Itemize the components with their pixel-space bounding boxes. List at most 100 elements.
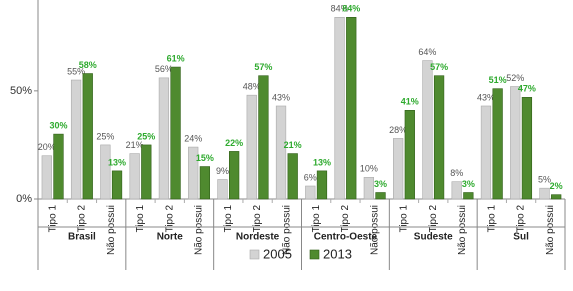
group-label: Centro-Oeste bbox=[314, 232, 378, 243]
bar bbox=[346, 17, 357, 200]
value-label: 55% bbox=[67, 66, 85, 76]
value-label: 25% bbox=[96, 131, 114, 141]
bar bbox=[53, 133, 64, 200]
x-tick-label: Tipo 2 bbox=[340, 205, 351, 233]
legend-swatch bbox=[309, 249, 320, 260]
bar bbox=[334, 17, 345, 200]
value-label: 24% bbox=[184, 133, 202, 143]
value-label: 48% bbox=[243, 82, 261, 92]
value-label: 3% bbox=[374, 179, 387, 189]
value-label: 30% bbox=[49, 120, 67, 130]
value-label: 5% bbox=[538, 175, 551, 185]
legend-label: 2013 bbox=[323, 246, 352, 261]
x-tick-label: Tipo 1 bbox=[47, 205, 58, 233]
bar bbox=[170, 66, 181, 200]
bar bbox=[510, 86, 521, 200]
value-label: 43% bbox=[272, 92, 290, 102]
value-label: 84% bbox=[331, 4, 349, 14]
bar bbox=[480, 105, 492, 200]
value-label: 47% bbox=[518, 84, 536, 94]
x-tick-label: Não possui bbox=[282, 205, 293, 255]
group-label: Nordeste bbox=[236, 232, 280, 243]
bar bbox=[404, 110, 415, 200]
value-label: 2% bbox=[550, 181, 563, 191]
x-tick-label: Tipo 1 bbox=[399, 205, 410, 233]
group-label: Sul bbox=[513, 232, 529, 243]
bar bbox=[258, 75, 269, 200]
value-label: 57% bbox=[254, 62, 272, 72]
value-label: 41% bbox=[401, 97, 419, 107]
bar bbox=[158, 77, 170, 200]
value-label: 20% bbox=[38, 142, 56, 152]
bar bbox=[41, 155, 52, 200]
bar bbox=[199, 166, 210, 200]
bar bbox=[305, 185, 316, 200]
bar bbox=[246, 94, 257, 200]
value-label: 51% bbox=[489, 75, 507, 85]
value-label: 13% bbox=[313, 157, 331, 167]
bar bbox=[433, 75, 445, 200]
x-tick-label: Tipo 2 bbox=[428, 205, 439, 233]
value-label: 84% bbox=[342, 4, 360, 14]
x-tick-label: Não possui bbox=[457, 205, 468, 255]
bar bbox=[539, 187, 550, 200]
value-label: 58% bbox=[79, 60, 97, 70]
value-label: 13% bbox=[108, 157, 126, 167]
bar bbox=[363, 177, 374, 200]
group-label: Brasil bbox=[68, 232, 96, 243]
bar bbox=[492, 88, 503, 200]
bar bbox=[111, 170, 123, 200]
bar bbox=[463, 192, 474, 200]
x-tick-label: Tipo 2 bbox=[77, 205, 88, 233]
bar bbox=[141, 144, 152, 200]
x-tick-label: Tipo 2 bbox=[516, 205, 527, 233]
x-tick-label: Não possui bbox=[369, 205, 380, 255]
value-label: 57% bbox=[430, 62, 448, 72]
bar bbox=[316, 170, 328, 200]
x-tick-label: Tipo 1 bbox=[486, 205, 497, 233]
value-label: 21% bbox=[126, 140, 144, 150]
value-label: 10% bbox=[360, 164, 378, 174]
bar bbox=[229, 151, 240, 200]
bar bbox=[82, 73, 93, 200]
bar bbox=[521, 97, 533, 200]
bar bbox=[393, 138, 404, 200]
bar bbox=[129, 153, 140, 200]
value-label: 43% bbox=[477, 92, 495, 102]
value-label: 8% bbox=[450, 168, 463, 178]
bar bbox=[217, 179, 228, 200]
bar bbox=[287, 153, 298, 200]
value-label: 56% bbox=[155, 64, 173, 74]
value-label: 28% bbox=[389, 125, 407, 135]
value-label: 22% bbox=[225, 138, 243, 148]
x-tick-label: Tipo 2 bbox=[164, 205, 175, 233]
value-label: 25% bbox=[137, 131, 155, 141]
x-tick-label: Tipo 1 bbox=[135, 205, 146, 233]
value-label: 15% bbox=[196, 153, 214, 163]
y-tick-label: 50% bbox=[10, 85, 32, 97]
value-label: 52% bbox=[506, 73, 524, 83]
value-label: 61% bbox=[167, 53, 185, 63]
value-label: 3% bbox=[462, 179, 475, 189]
bar bbox=[188, 146, 199, 200]
bar bbox=[375, 192, 386, 200]
legend-label: 2005 bbox=[263, 246, 292, 261]
x-tick-label: Não possui bbox=[194, 205, 205, 255]
x-tick-label: Não possui bbox=[545, 205, 556, 255]
bar bbox=[422, 60, 433, 200]
x-tick-label: Tipo 1 bbox=[311, 205, 322, 233]
group-label: Sudeste bbox=[414, 232, 453, 243]
value-label: 64% bbox=[418, 47, 436, 57]
value-label: 6% bbox=[304, 172, 317, 182]
legend-swatch bbox=[249, 249, 260, 260]
x-tick-label: Não possui bbox=[106, 205, 117, 255]
group-label: Norte bbox=[157, 232, 184, 243]
y-tick-label: 0% bbox=[16, 193, 32, 205]
bar bbox=[70, 79, 82, 200]
bar bbox=[451, 181, 462, 200]
bar bbox=[551, 194, 562, 200]
bar bbox=[100, 144, 111, 200]
x-tick-label: Tipo 2 bbox=[252, 205, 263, 233]
